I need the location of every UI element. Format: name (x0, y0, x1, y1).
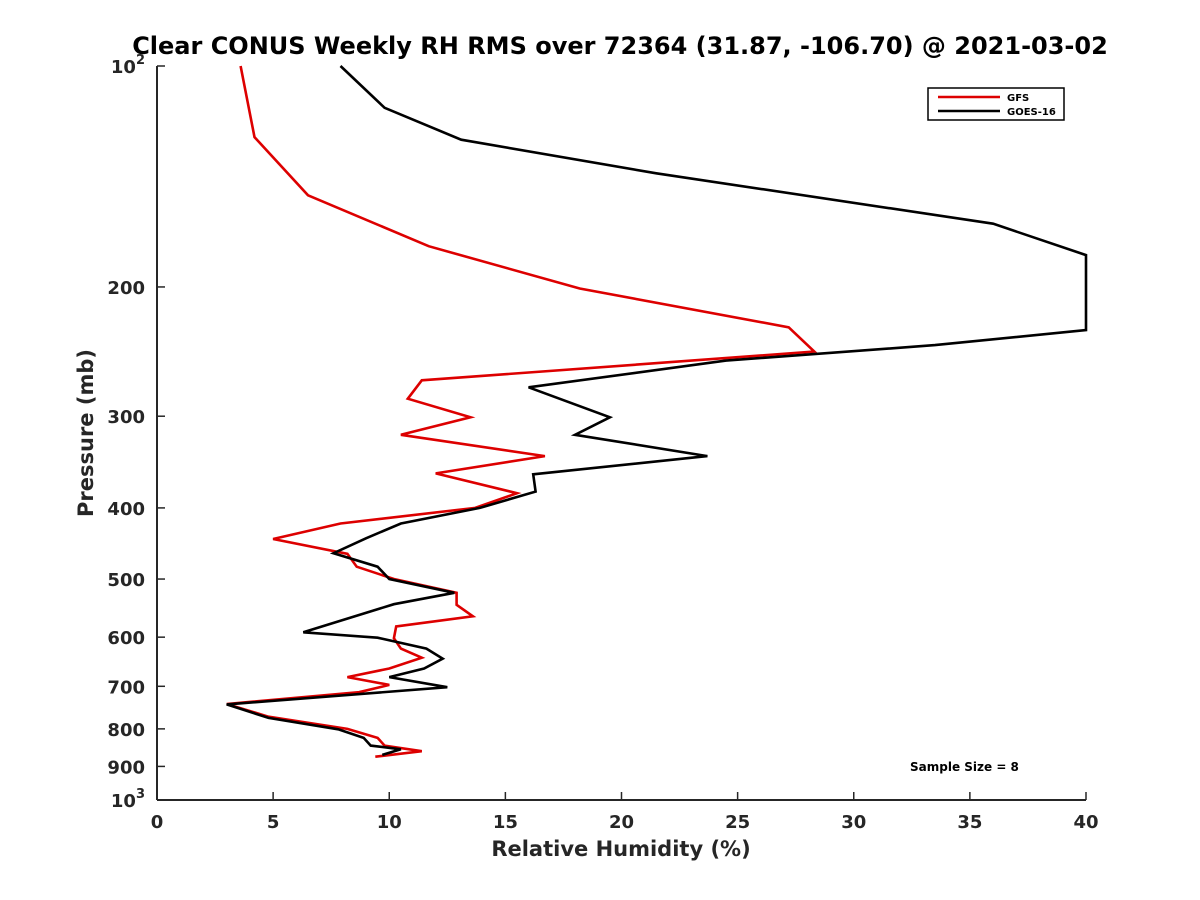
y-tick-label-exponent: 3 (136, 787, 145, 802)
legend: GFS GOES-16 (927, 87, 1065, 121)
y-tick-label-base: 400 (107, 499, 145, 520)
legend-label: GOES-16 (1007, 107, 1056, 118)
y-tick-label: 600 (107, 628, 145, 649)
legend-label: GFS (1007, 93, 1029, 104)
x-tick-label: 5 (267, 812, 280, 833)
y-tick-label-base: 700 (107, 677, 145, 698)
y-tick-label-base: 500 (107, 570, 145, 591)
y-tick-label: 102 (111, 53, 145, 78)
y-tick-label: 200 (107, 278, 145, 299)
y-tick-label: 800 (107, 720, 145, 741)
y-tick-label: 900 (107, 757, 145, 778)
legend-entries: GFS GOES-16 (938, 93, 1056, 118)
x-axis-label: Relative Humidity (%) (491, 837, 750, 861)
y-tick-label: 103 (111, 787, 145, 812)
sample-size-annotation: Sample Size = 8 (910, 760, 1019, 774)
y-tick-label: 400 (107, 499, 145, 520)
y-tick-label-base: 600 (107, 628, 145, 649)
y-tick-label-base: 800 (107, 720, 145, 741)
x-tick-label: 40 (1073, 812, 1098, 833)
x-tick-label: 25 (725, 812, 750, 833)
x-tick-label: 0 (151, 812, 164, 833)
y-tick-label-base: 900 (107, 757, 145, 778)
y-tick-label-exponent: 2 (136, 53, 145, 68)
x-tick-label: 10 (377, 812, 402, 833)
y-tick-label: 300 (107, 407, 145, 428)
plot-lines (226, 65, 1088, 758)
series-line-goes-16 (226, 65, 1088, 757)
x-axis-ticks: 0 5 10 15 20 25 30 35 40 (151, 792, 1099, 833)
x-tick-label: 15 (493, 812, 518, 833)
y-tick-label-base: 300 (107, 407, 145, 428)
chart-title: Clear CONUS Weekly RH RMS over 72364 (31… (132, 32, 1108, 60)
x-tick-label: 35 (957, 812, 982, 833)
y-axis-label: Pressure (mb) (74, 349, 98, 517)
y-tick-label-base: 10 (111, 57, 136, 78)
legend-box (927, 87, 1065, 121)
x-tick-label: 20 (609, 812, 634, 833)
y-tick-label-base: 200 (107, 278, 145, 299)
y-tick-label-base: 10 (111, 791, 136, 812)
y-tick-label: 500 (107, 570, 145, 591)
y-tick-label: 700 (107, 677, 145, 698)
x-tick-label: 30 (841, 812, 866, 833)
